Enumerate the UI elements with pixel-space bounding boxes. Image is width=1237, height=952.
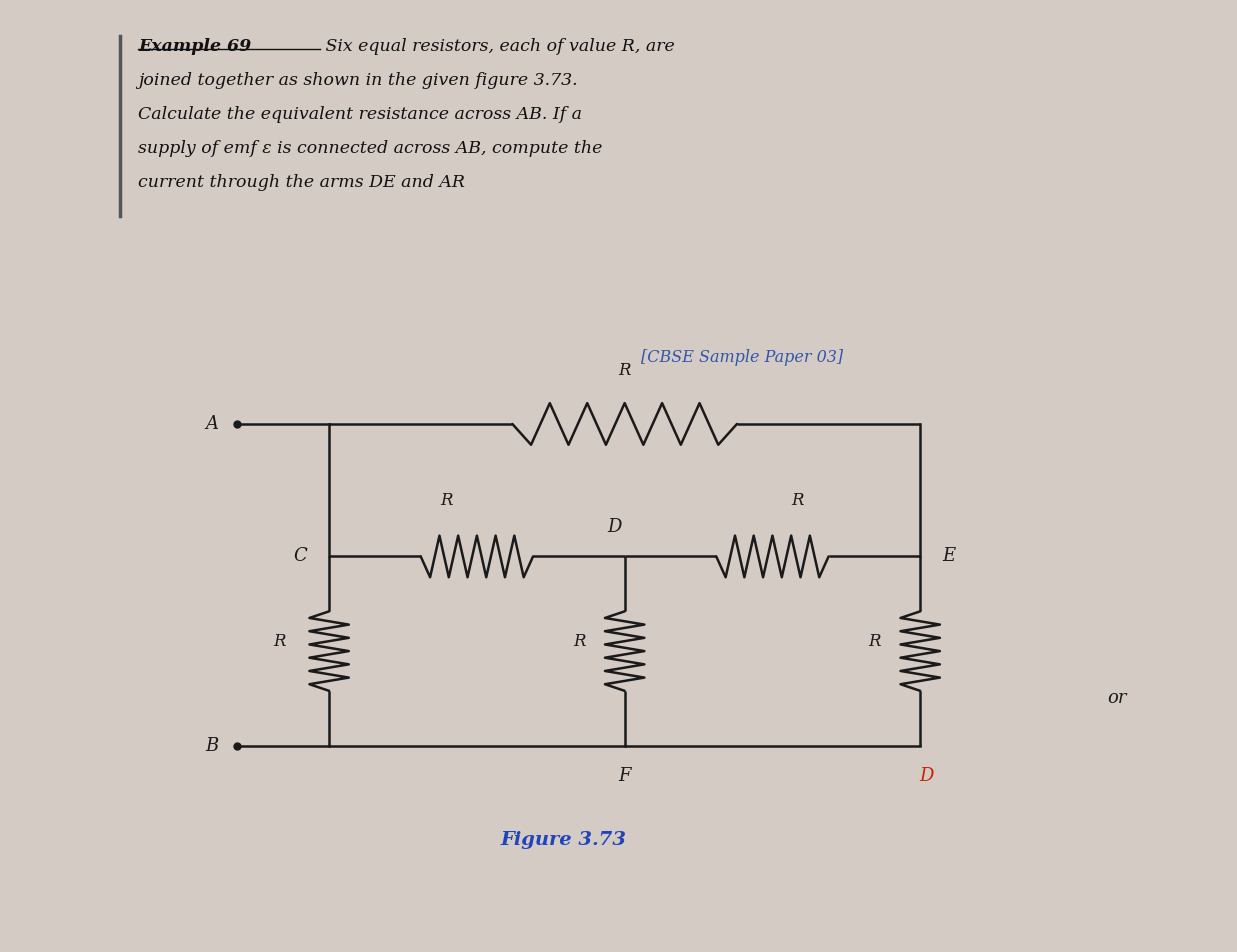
Text: R: R xyxy=(790,492,803,509)
Text: R: R xyxy=(440,492,453,509)
Text: B: B xyxy=(205,737,218,755)
Text: D: D xyxy=(607,518,622,536)
Text: A: A xyxy=(205,415,218,433)
Text: Six equal resistors, each of value R, are: Six equal resistors, each of value R, ar… xyxy=(320,38,675,55)
Text: R: R xyxy=(868,633,881,650)
Text: or: or xyxy=(1107,689,1127,707)
Text: E: E xyxy=(943,547,955,565)
Text: current through the arms DE and AR: current through the arms DE and AR xyxy=(139,174,465,191)
Text: Figure 3.73: Figure 3.73 xyxy=(500,831,626,849)
Text: R: R xyxy=(273,633,286,650)
Text: R: R xyxy=(573,633,585,650)
Text: joined together as shown in the given figure 3.73.: joined together as shown in the given fi… xyxy=(139,71,578,89)
Text: supply of emf ε is connected across AB, compute the: supply of emf ε is connected across AB, … xyxy=(139,140,602,157)
Text: F: F xyxy=(618,766,631,784)
Text: [CBSE Sample Paper 03]: [CBSE Sample Paper 03] xyxy=(641,349,842,367)
Text: Calculate the equivalent resistance across AB. If a: Calculate the equivalent resistance acro… xyxy=(139,106,583,123)
Text: R: R xyxy=(618,362,631,379)
Text: C: C xyxy=(293,547,307,565)
Text: Example 69: Example 69 xyxy=(139,38,251,55)
Text: D: D xyxy=(919,766,934,784)
